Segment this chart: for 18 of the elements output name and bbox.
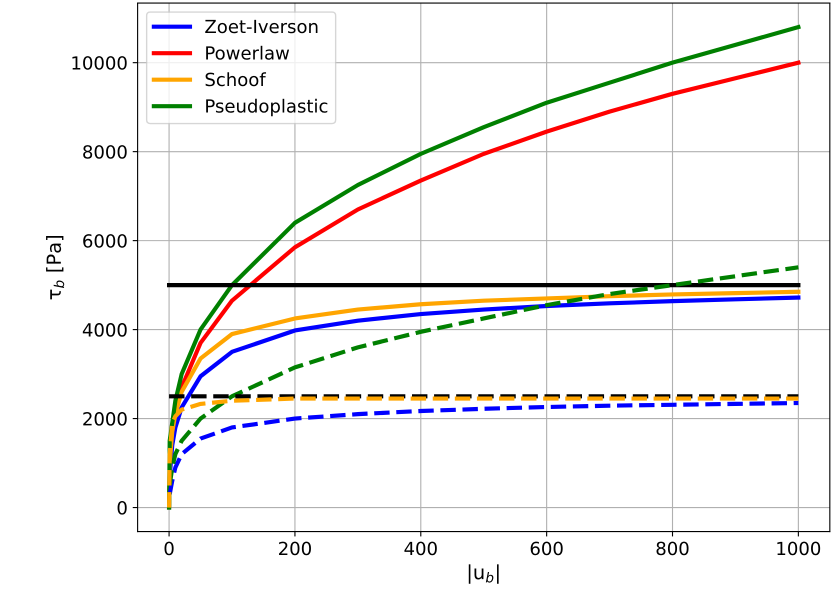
x-tick-label: 1000	[777, 542, 820, 556]
y-tick-label: 0	[118, 501, 127, 515]
x-axis-title: |u$_{b}$|	[468, 564, 499, 584]
legend-label: Zoet-Iverson	[205, 20, 318, 34]
y-tick-label: 8000	[83, 145, 127, 159]
legend-label: Schoof	[206, 72, 266, 86]
x-tick-label: 800	[656, 542, 689, 556]
x-tick-label: 400	[404, 542, 437, 556]
y-tick-label: 6000	[83, 234, 127, 248]
x-tick-label: 600	[530, 542, 563, 556]
y-tick-label: 4000	[82, 323, 127, 337]
y-axis-title: τ$_{b}$ [Pa]	[46, 236, 64, 300]
x-tick-label: 200	[279, 542, 311, 556]
x-tick-label: 0	[164, 542, 174, 556]
y-tick-label: 2000	[83, 412, 127, 426]
legend-label: Powerlaw	[206, 46, 290, 60]
y-tick-label: 10000	[72, 56, 127, 70]
legend-label: Pseudoplastic	[206, 98, 328, 116]
